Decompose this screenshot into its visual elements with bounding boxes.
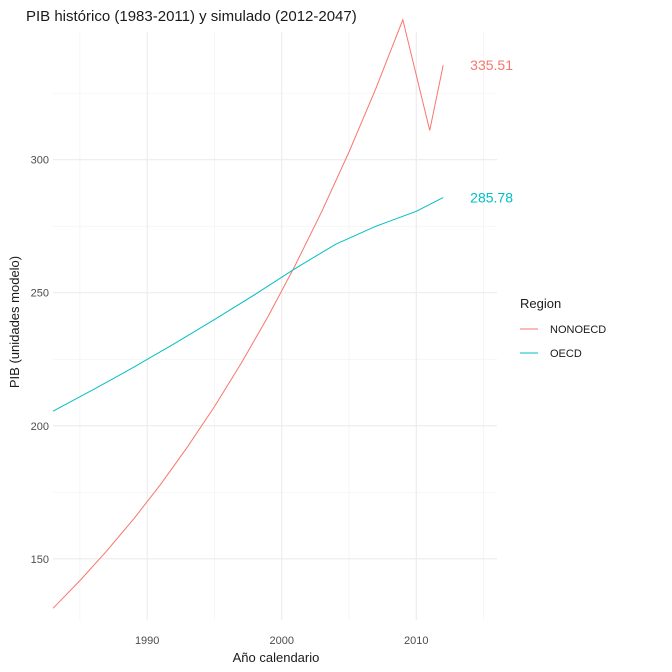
y-tick-label: 150 xyxy=(31,554,49,566)
y-axis-title: PIB (unidades modelo) xyxy=(7,256,22,388)
end-label-nonoecd: 335.51 xyxy=(470,57,513,73)
y-tick-label: 200 xyxy=(31,421,49,433)
y-axis-ticks: 150 200 250 300 xyxy=(31,155,49,566)
series-line-oecd xyxy=(52,197,444,412)
legend-item-nonoecd: NONOECD xyxy=(520,324,606,336)
minor-grid xyxy=(53,32,497,620)
series-lines xyxy=(52,18,444,609)
x-tick-label: 2000 xyxy=(269,635,293,647)
legend-label-nonoecd: NONOECD xyxy=(550,324,606,336)
x-tick-label: 2010 xyxy=(404,635,428,647)
x-tick-label: 1990 xyxy=(135,635,159,647)
end-label-oecd: 285.78 xyxy=(470,190,513,206)
x-axis-ticks: 1990 2000 2010 xyxy=(135,635,429,647)
legend-title: Region xyxy=(520,296,561,311)
legend-item-oecd: OECD xyxy=(520,348,582,360)
legend-label-oecd: OECD xyxy=(550,348,582,360)
chart-title: PIB histórico (1983-2011) y simulado (20… xyxy=(26,8,357,25)
major-grid xyxy=(53,32,497,620)
end-labels: 335.51 285.78 xyxy=(470,57,513,205)
x-axis-title: Año calendario xyxy=(233,650,320,665)
y-tick-label: 250 xyxy=(31,288,49,300)
series-line-nonoecd xyxy=(52,18,444,609)
y-tick-label: 300 xyxy=(31,155,49,167)
legend: Region NONOECD OECD xyxy=(520,296,606,360)
